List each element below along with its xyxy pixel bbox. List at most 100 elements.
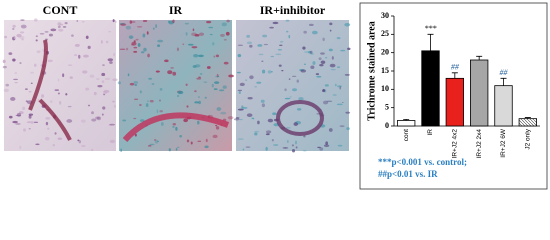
tissue-cell xyxy=(285,19,290,22)
tissue-cell xyxy=(261,60,264,62)
tissue-cell xyxy=(322,100,329,105)
x-tick-label: IR xyxy=(427,129,434,136)
tissue-cell xyxy=(101,80,105,84)
tissue-cell xyxy=(286,139,289,143)
tissue-cell xyxy=(82,70,88,74)
tissue-cell xyxy=(176,47,179,52)
tissue-cell xyxy=(194,90,197,93)
tissue-cell xyxy=(270,55,275,58)
tissue-cell xyxy=(74,43,80,48)
tissue-cell xyxy=(113,104,117,108)
bar xyxy=(470,59,489,127)
tissue-cell xyxy=(197,120,200,125)
tissue-cell xyxy=(164,59,169,63)
tissue-cell xyxy=(101,113,104,116)
error-bar xyxy=(476,55,483,60)
tissue-cell xyxy=(304,63,306,66)
tissue-cell xyxy=(336,103,343,106)
tissue-cell xyxy=(315,73,320,76)
tissue-cell xyxy=(215,76,219,78)
tissue-cell xyxy=(170,67,174,69)
tissue-cell xyxy=(151,83,155,85)
tissue-cell xyxy=(221,22,227,27)
tissue-cell xyxy=(175,148,178,151)
tissue-cell xyxy=(35,35,38,38)
tissue-cell xyxy=(245,146,251,149)
y-tick-label: 0 xyxy=(385,121,389,130)
tissue-cell xyxy=(220,33,225,37)
tissue-cell xyxy=(279,40,284,43)
tissue-cell xyxy=(291,144,295,147)
tissue-cell xyxy=(330,68,336,71)
tissue-cell xyxy=(254,132,258,136)
tissue-cell xyxy=(265,130,272,134)
tissue-cell xyxy=(257,44,263,47)
tissue-cell xyxy=(109,123,116,126)
tissue-cell xyxy=(254,86,258,88)
tissue-cell xyxy=(125,47,129,51)
tissue-cell xyxy=(133,46,138,49)
tissue-cell xyxy=(128,35,134,39)
tissue-cell xyxy=(270,71,273,73)
tissue-cell xyxy=(147,53,150,58)
tissue-cell xyxy=(185,83,188,87)
tissue-cell xyxy=(15,114,21,117)
tissue-cell xyxy=(13,78,19,81)
tissue-cell xyxy=(16,33,22,38)
tissue-cell xyxy=(183,118,188,123)
tissue-cell xyxy=(295,146,298,149)
tissue-cell xyxy=(308,23,314,27)
tissue-cell xyxy=(184,22,190,25)
tissue-cell xyxy=(114,20,117,23)
footnote: ##p<0.01 vs. IR xyxy=(378,169,438,179)
tissue-cell xyxy=(286,30,289,33)
tissue-cell xyxy=(64,22,68,25)
tissue-cell xyxy=(334,83,337,87)
tissue-cell xyxy=(57,78,60,82)
tissue-cell xyxy=(304,51,310,53)
tissue-cell xyxy=(127,73,130,77)
tissue-cell xyxy=(277,48,283,51)
tissue-cell xyxy=(108,30,112,33)
tissue-cell xyxy=(168,148,171,152)
tissue-cell xyxy=(236,71,241,74)
tissue-cell xyxy=(300,69,307,73)
tissue-cell xyxy=(244,79,248,81)
tissue-cell xyxy=(78,140,82,144)
figure: CONT IR IR+inhibitor 0 5 10 15 20 25 30 Trichrome… xyxy=(2,2,548,190)
tissue-cell xyxy=(238,91,241,95)
tissue-cell xyxy=(172,123,177,126)
tissue-cell xyxy=(155,24,158,28)
tissue-cell xyxy=(237,54,242,58)
tissue-cell xyxy=(133,81,139,84)
tissue-cell xyxy=(215,54,220,58)
tissue-cell xyxy=(226,19,230,23)
tissue-cell xyxy=(337,144,343,147)
tissue-cell xyxy=(310,65,315,69)
tissue-cell xyxy=(18,111,24,115)
tissue-cell xyxy=(246,113,253,117)
tissue-cell xyxy=(3,88,9,93)
y-tick-label: 5 xyxy=(385,102,389,111)
tissue-cell xyxy=(30,82,33,85)
tissue-cell xyxy=(62,73,65,78)
tissue-cell xyxy=(49,100,53,103)
tissue-cell xyxy=(119,48,126,50)
tissue-cell xyxy=(4,35,8,39)
tissue-cell xyxy=(45,117,51,120)
tissue-cell xyxy=(227,116,234,120)
tissue-cell xyxy=(212,134,218,139)
tissue-cell xyxy=(44,136,50,141)
tissue-cell xyxy=(228,74,234,78)
tissue-cell xyxy=(216,107,222,111)
tissue-cell xyxy=(193,54,199,58)
tissue-cell xyxy=(216,73,219,78)
tissue-cell xyxy=(96,78,100,81)
tissue-cell xyxy=(137,43,141,47)
tissue-cell xyxy=(19,35,25,40)
tissue-cell xyxy=(310,52,314,55)
tissue-cell xyxy=(246,41,253,45)
tissue-cell xyxy=(279,44,283,47)
bar xyxy=(397,120,416,127)
tissue-cell xyxy=(109,61,113,64)
